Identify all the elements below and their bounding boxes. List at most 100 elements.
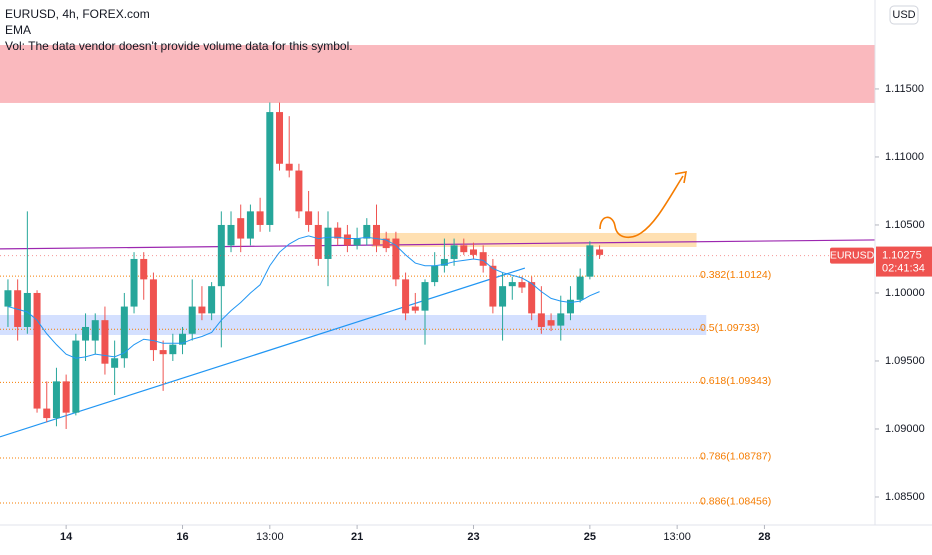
candle-body xyxy=(266,112,274,225)
y-tick-label: 1.09500 xyxy=(885,355,925,367)
candle-body xyxy=(372,224,380,246)
candle-body xyxy=(566,299,574,314)
candle-body xyxy=(450,245,458,259)
candle-body xyxy=(72,340,80,413)
y-tick-label: 1.10500 xyxy=(885,219,925,231)
candle-body xyxy=(149,279,157,351)
candle-body xyxy=(208,286,216,314)
countdown-label: 02:41:34 xyxy=(882,262,925,274)
axes: 1.11500 1.11000 1.10500 1.10000 1.09500 1.090… xyxy=(0,83,932,543)
candle-body xyxy=(537,313,545,327)
candle-body xyxy=(140,258,148,280)
drawings xyxy=(0,239,876,438)
symbol-tag-label: EURUSD xyxy=(830,249,875,261)
x-tick-label: 14 xyxy=(60,531,73,543)
candle-body xyxy=(111,358,119,368)
candle-body xyxy=(276,112,284,164)
y-tick-label: 1.11000 xyxy=(885,151,924,163)
volume-note: Vol: The data vendor doesn't provide vol… xyxy=(5,39,353,53)
candle-body xyxy=(62,381,70,413)
candle-body xyxy=(596,249,604,255)
currency-label[interactable]: USD xyxy=(892,9,915,21)
candle-body xyxy=(460,245,468,253)
candle-body xyxy=(576,276,584,300)
candle-body xyxy=(169,344,177,355)
candle-body xyxy=(285,163,293,171)
candle-body xyxy=(101,320,109,364)
candle-body xyxy=(305,211,313,225)
candle-body xyxy=(227,224,235,246)
candle-body xyxy=(508,282,516,287)
candle-body xyxy=(4,290,12,307)
candle-body xyxy=(586,245,594,277)
candle-body xyxy=(120,306,128,359)
fib-label: 0.886(1.08456) xyxy=(700,496,771,508)
candle-body xyxy=(295,170,303,212)
zones xyxy=(0,45,875,335)
candle-body xyxy=(52,381,60,419)
candle-body xyxy=(382,238,390,249)
candle-body xyxy=(392,238,400,280)
fib-label: 0.382(1.10124) xyxy=(700,269,771,281)
candle-body xyxy=(402,279,410,314)
trend-line xyxy=(0,239,876,250)
candle-body xyxy=(91,320,99,341)
y-tick-label: 1.10000 xyxy=(885,287,925,299)
arrow-head xyxy=(674,171,687,184)
price-tag-label: 1.10275 xyxy=(882,249,922,261)
trend-line xyxy=(0,267,526,438)
fib-label: 0.5(1.09733) xyxy=(700,322,760,334)
x-tick-label: 25 xyxy=(584,531,596,543)
candle-body xyxy=(314,224,322,259)
candle-body xyxy=(217,224,225,287)
candle-body xyxy=(256,211,264,225)
candle-body xyxy=(237,218,245,239)
candle-body xyxy=(198,306,206,314)
symbol-tag xyxy=(830,247,874,264)
zone xyxy=(0,45,875,103)
candle-body xyxy=(324,227,332,259)
ema-line xyxy=(7,235,600,359)
candle-body xyxy=(479,252,487,266)
candle-body xyxy=(421,282,429,311)
x-tick-label: 13:00 xyxy=(256,531,284,543)
candle-body xyxy=(159,350,167,355)
x-tick-label: 13:00 xyxy=(663,531,691,543)
candle-body xyxy=(363,224,371,239)
candle-body xyxy=(334,227,342,239)
candle-body xyxy=(246,211,254,239)
candle-body xyxy=(343,234,351,246)
candle-body xyxy=(188,306,196,334)
candle-body xyxy=(43,408,51,419)
candle-body xyxy=(440,258,448,266)
candle-body xyxy=(411,306,419,311)
y-tick-label: 1.09000 xyxy=(885,423,925,435)
x-tick-label: 21 xyxy=(351,531,363,543)
zone xyxy=(371,232,697,247)
candle-body xyxy=(557,313,565,326)
fib-levels: 0.382(1.10124) 0.5(1.09733) 0.618(1.09343)… xyxy=(0,269,771,508)
candle-body xyxy=(130,258,138,307)
candle-body xyxy=(528,282,536,314)
chart-title: EURUSD, 4h, FOREX.com xyxy=(5,7,150,21)
x-tick-label: 28 xyxy=(758,531,770,543)
candle-body xyxy=(179,333,187,345)
candle-body xyxy=(518,282,526,288)
indicator-label: EMA xyxy=(5,23,31,37)
candle-body xyxy=(14,290,22,327)
fib-label: 0.618(1.09343) xyxy=(700,375,771,387)
candle-body xyxy=(469,249,477,255)
y-tick-label: 1.11500 xyxy=(885,83,924,95)
candle-body xyxy=(489,265,497,307)
fib-label: 0.786(1.08787) xyxy=(700,451,771,463)
x-tick-label: 16 xyxy=(176,531,188,543)
projection-arrow xyxy=(599,175,684,239)
candle-body xyxy=(547,320,555,326)
x-tick-label: 23 xyxy=(467,531,479,543)
price-tag xyxy=(876,246,932,277)
currency-button[interactable] xyxy=(889,5,919,25)
candles xyxy=(4,102,604,429)
candle-body xyxy=(431,265,439,283)
